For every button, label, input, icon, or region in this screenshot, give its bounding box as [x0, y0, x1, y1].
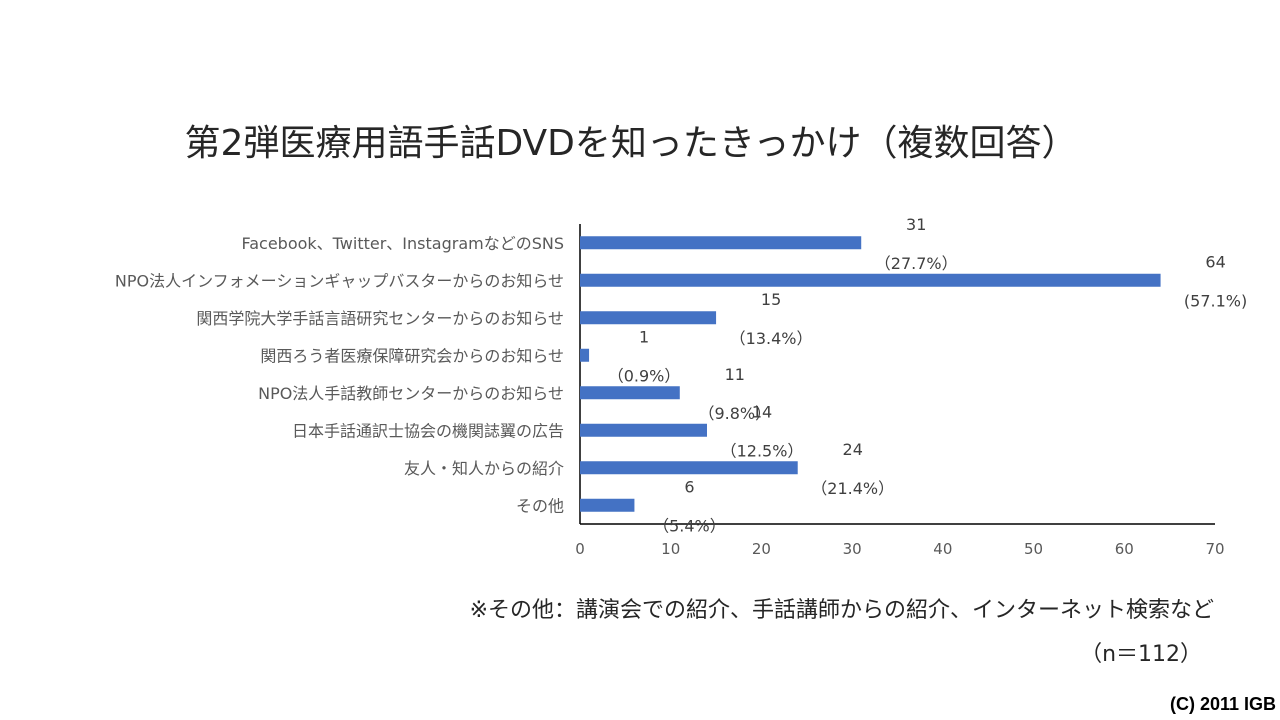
percent-label: （21.4%）	[811, 479, 894, 498]
category-label: Facebook、Twitter、InstagramなどのSNS	[242, 234, 565, 253]
category-label: 友人・知人からの紹介	[404, 459, 564, 478]
bar	[580, 386, 680, 400]
percent-label: （9.8%）	[698, 404, 771, 423]
percent-label: (57.1%)	[1184, 291, 1247, 310]
category-label: NPO法人インフォメーションギャップバスターからのお知らせ	[115, 271, 564, 290]
value-label: 6	[684, 477, 694, 496]
x-tick-label: 0	[575, 540, 585, 558]
category-label: 関西ろう者医療保障研究会からのお知らせ	[260, 346, 564, 365]
x-tick-label: 30	[843, 540, 862, 558]
bar	[580, 311, 717, 325]
copyright-label: (C) 2011 IGB	[1169, 694, 1276, 714]
category-label: その他	[516, 496, 564, 515]
percent-label: （12.5%）	[721, 441, 804, 460]
bar	[580, 461, 798, 475]
value-label: 24	[843, 440, 863, 459]
category-label: 日本手話通訳士協会の機関誌翼の広告	[292, 421, 564, 440]
value-label: 15	[761, 290, 781, 309]
value-label: 14	[752, 402, 772, 421]
category-label: 関西学院大学手話言語研究センターからのお知らせ	[196, 309, 564, 328]
percent-label: （27.7%）	[875, 254, 958, 273]
footnote: ※その他：講演会での紹介、手話講師からの紹介、インターネット検索など	[469, 598, 1214, 623]
x-tick-label: 20	[752, 540, 771, 558]
value-label: 64	[1205, 252, 1225, 271]
bar	[580, 236, 862, 250]
value-label: 31	[906, 215, 926, 234]
chart-title: 第2弾医療用語手話DVDを知ったきっかけ（複数回答）	[184, 123, 1078, 164]
percent-label: （13.4%）	[730, 329, 813, 348]
bar	[580, 348, 590, 362]
sample-size-label: （n＝112）	[1080, 642, 1202, 667]
percent-label: （0.9%）	[608, 366, 681, 385]
x-tick-label: 40	[933, 540, 952, 558]
x-tick-label: 50	[1024, 540, 1043, 558]
value-label: 1	[639, 327, 649, 346]
bar	[580, 423, 707, 437]
bar	[580, 498, 635, 512]
x-tick-label: 10	[661, 540, 680, 558]
bar	[580, 273, 1161, 287]
x-tick-label: 60	[1115, 540, 1134, 558]
x-tick-label: 70	[1205, 540, 1224, 558]
category-label: NPO法人手話教師センターからのお知らせ	[258, 384, 564, 403]
percent-label: （5.4%）	[653, 516, 726, 535]
value-label: 11	[725, 365, 745, 384]
